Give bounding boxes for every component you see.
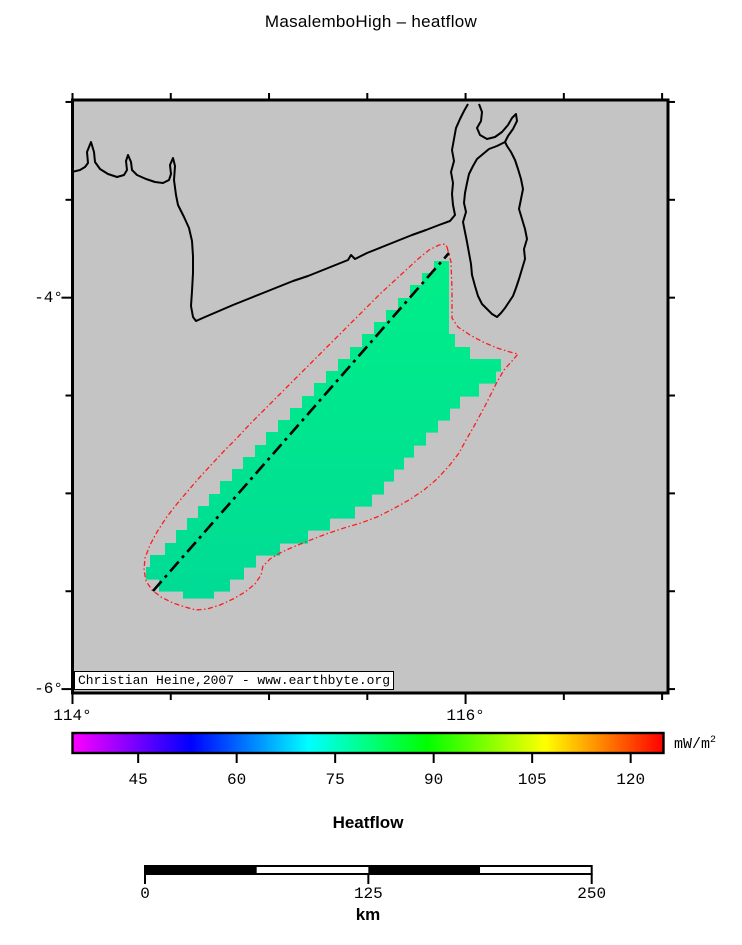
colorbar-title: Heatflow	[332, 813, 404, 832]
attribution-label: Christian Heine,2007 - www.earthbyte.org	[74, 671, 395, 690]
map-frame-ticks	[61, 93, 675, 704]
scalebar-tick-label: 0	[140, 885, 150, 903]
map-content	[72, 103, 528, 611]
colorbar-unit-sup: 2	[710, 735, 717, 746]
colorbar-unit-text: mW/m	[674, 736, 711, 753]
colorbar-tick-label: 45	[128, 771, 148, 789]
coastline-island	[462, 141, 528, 318]
lon-tick-label: 116°	[446, 707, 485, 725]
colorbar-unit-label: mW/m2	[674, 735, 716, 753]
colorbar-tick-label: 75	[325, 771, 345, 789]
region-contour-line	[143, 243, 520, 611]
transect-line	[152, 252, 450, 592]
scalebar-tick-label: 250	[577, 885, 607, 903]
colorbar-tick-label: 90	[424, 771, 444, 789]
scalebar-tick-label: 125	[353, 885, 383, 903]
page-title: MasalemboHigh – heatflow	[264, 12, 478, 31]
coastline-mainland	[72, 103, 469, 322]
scalebar-ticks	[144, 874, 593, 884]
colorbar-tick-label: 105	[517, 771, 547, 789]
scalebar-unit-label: km	[355, 905, 381, 924]
lon-tick-label: 114°	[53, 707, 92, 725]
scalebar-segment	[368, 866, 481, 874]
colorbar-tick-label: 60	[227, 771, 247, 789]
lat-tick-label: -6°	[34, 680, 63, 699]
scalebar-segment	[145, 866, 257, 874]
heatflow-region	[146, 261, 501, 599]
coastline-spit	[476, 103, 518, 143]
colorbar-tick-label: 120	[616, 771, 646, 789]
lat-tick-label: -4°	[34, 288, 63, 307]
colorbar-ticks	[137, 754, 632, 763]
colorbar-gradient	[71, 731, 665, 755]
